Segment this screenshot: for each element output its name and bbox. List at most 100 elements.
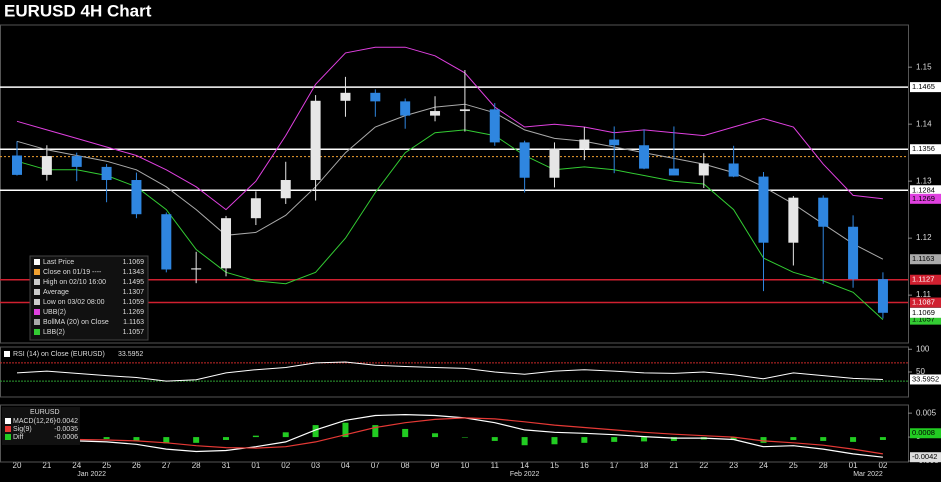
x-tick-label: 17 xyxy=(610,461,619,470)
value-tag-box xyxy=(910,82,941,93)
diff-bar xyxy=(223,437,230,440)
legend-value: -0.0035 xyxy=(54,426,78,433)
legend-value: -0.0006 xyxy=(54,434,78,441)
x-tick-label: 28 xyxy=(819,461,828,470)
x-tick-label: 01 xyxy=(251,461,260,470)
legend-label: Last Price xyxy=(43,259,74,266)
candle-body xyxy=(519,142,530,178)
candle-body xyxy=(609,139,620,146)
diff-bar xyxy=(133,437,140,441)
x-tick-label: 28 xyxy=(192,461,201,470)
x-tick-label: 02 xyxy=(281,461,290,470)
legend-box xyxy=(2,407,80,445)
series-line xyxy=(16,129,884,320)
x-tick-label: 24 xyxy=(72,461,81,470)
legend-swatch xyxy=(34,309,40,315)
value-tag: 0.0008 xyxy=(912,428,935,437)
candle-body xyxy=(549,148,560,178)
candle-body xyxy=(639,145,650,169)
legend-label: Diff xyxy=(13,434,23,441)
legend-swatch xyxy=(34,259,40,265)
diff-bar xyxy=(491,437,498,441)
diff-bar xyxy=(879,437,886,440)
series-line xyxy=(16,46,883,211)
candle-body xyxy=(579,139,590,149)
candle-body xyxy=(877,279,888,313)
candle-body xyxy=(280,180,291,199)
diff-bar xyxy=(282,432,289,438)
series-line xyxy=(16,361,883,382)
legend-value: 1.1163 xyxy=(123,319,144,326)
diff-bar xyxy=(193,437,200,443)
value-tag: 1.1069 xyxy=(912,308,935,317)
x-tick-label: 10 xyxy=(460,461,469,470)
legend-label: MACD(12,26) xyxy=(13,418,56,425)
value-tag-box xyxy=(910,185,941,196)
legend-label: UBB(2) xyxy=(43,309,66,316)
value-tag-box xyxy=(910,307,941,318)
diff-bar xyxy=(760,437,767,443)
x-tick-label: 11 xyxy=(491,461,500,470)
legend-swatch xyxy=(34,329,40,335)
legend-value: -0.0042 xyxy=(54,418,78,425)
diff-bar xyxy=(252,435,259,438)
diff-bar xyxy=(581,437,588,443)
legend-swatch xyxy=(34,269,40,275)
legend-label: Sig(9) xyxy=(13,426,32,433)
x-tick-label: 01 xyxy=(849,461,858,470)
diff-bar xyxy=(342,422,349,438)
legend-label: LBB(2) xyxy=(43,329,65,336)
value-tag-box xyxy=(910,452,941,463)
x-tick-label: 15 xyxy=(550,461,559,470)
legend-swatch xyxy=(34,299,40,305)
candle-body xyxy=(848,226,859,280)
legend-label: High on 02/10 16:00 xyxy=(43,279,106,286)
chart-title: EURUSD 4H Chart xyxy=(4,1,152,20)
diff-bar xyxy=(432,433,439,438)
diff-bar xyxy=(611,437,618,442)
y-tick-label: 1.11 xyxy=(916,290,932,299)
candle-body xyxy=(728,163,739,177)
candle-body xyxy=(340,92,351,101)
value-tag: 1.1163 xyxy=(912,254,934,263)
y-tick-label: 1.14 xyxy=(916,119,932,128)
y-tick-label: 0.005 xyxy=(916,408,937,417)
x-tick-label: 14 xyxy=(520,461,529,470)
candle-body xyxy=(758,176,769,243)
candle-body xyxy=(459,109,470,112)
candle-body xyxy=(191,268,202,270)
value-tag: 1.1284 xyxy=(912,185,935,194)
legend-value: 1.1343 xyxy=(123,269,145,276)
candle-body xyxy=(41,156,52,175)
y-tick-label: 1.12 xyxy=(916,233,932,242)
y-tick-label: 1.15 xyxy=(916,62,932,71)
candle-body xyxy=(489,109,500,143)
value-tag: 33.5952 xyxy=(912,374,939,383)
candle-body xyxy=(668,168,679,176)
month-label: Jan 2022 xyxy=(77,471,106,477)
candle-body xyxy=(370,92,381,102)
legend-label: Average xyxy=(43,289,69,296)
x-tick-label: 21 xyxy=(42,461,51,470)
diff-bar xyxy=(730,437,737,440)
y-tick-label: 100 xyxy=(916,344,930,353)
candle-body xyxy=(788,197,799,243)
candle-body xyxy=(310,100,321,181)
legend-value: 1.1069 xyxy=(123,259,145,266)
value-tag: 1.1465 xyxy=(912,82,935,91)
x-tick-label: 25 xyxy=(102,461,111,470)
x-tick-label: 08 xyxy=(401,461,410,470)
diff-bar xyxy=(820,437,827,441)
candle-body xyxy=(818,197,829,227)
x-tick-label: 21 xyxy=(669,461,678,470)
value-tag-box xyxy=(910,193,941,204)
candle-body xyxy=(698,163,709,176)
diff-bar xyxy=(521,437,528,446)
candle-body xyxy=(101,166,112,181)
legend-swatch xyxy=(4,351,10,357)
y-tick-label: 50 xyxy=(916,367,925,376)
diff-bar xyxy=(402,428,409,438)
legend-heading: EURUSD xyxy=(30,409,60,416)
candle-body xyxy=(400,101,411,116)
candle-body xyxy=(131,180,142,215)
